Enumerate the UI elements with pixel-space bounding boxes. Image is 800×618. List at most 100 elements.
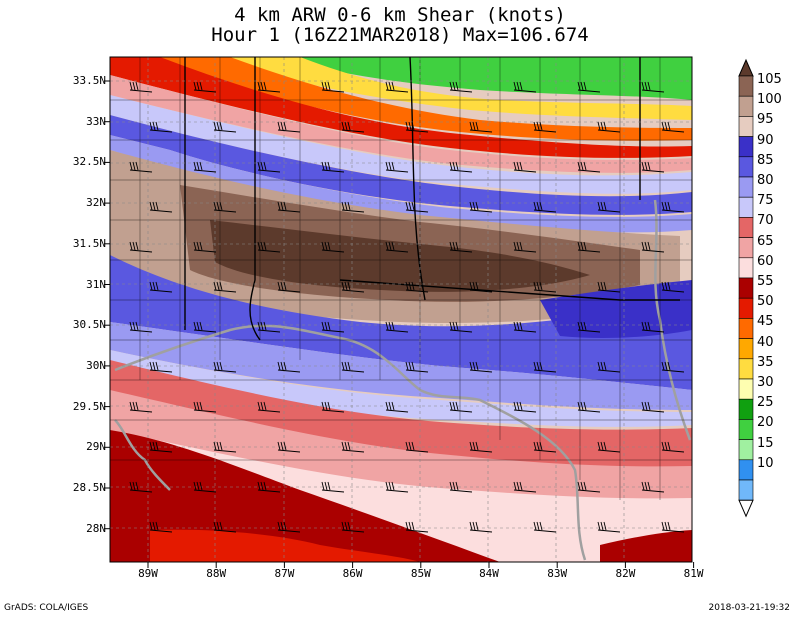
wind-barb [341, 121, 365, 133]
lon-label: 83W [547, 567, 568, 580]
map-title: 4 km ARW 0-6 km Shear (knots) [234, 4, 566, 26]
wind-barb [149, 521, 173, 533]
wind-barb [513, 81, 537, 93]
colorbar-label: 100 [757, 92, 782, 108]
colorbar-label: 50 [757, 294, 774, 310]
colorbar [738, 58, 754, 518]
lat-label: 29.5N [72, 399, 106, 413]
colorbar-label: 25 [757, 395, 774, 411]
wind-barb [149, 281, 173, 293]
colorbar-label: 95 [757, 112, 774, 128]
wind-barb [257, 81, 281, 93]
colorbar-label: 60 [757, 253, 774, 269]
wind-barb [533, 121, 557, 133]
colorbar-label: 20 [757, 415, 774, 431]
wind-barb [641, 81, 665, 93]
lat-label: 28N [86, 521, 106, 535]
wind-barb [449, 321, 473, 333]
wind-barb [661, 201, 685, 213]
wind-barb [597, 281, 621, 293]
colorbar-label: 35 [757, 354, 774, 370]
wind-barbs [129, 81, 685, 533]
wind-barb [257, 161, 281, 173]
wind-barb [385, 81, 409, 93]
colorbar-label: 90 [757, 132, 774, 148]
colorbar-label: 55 [757, 274, 774, 289]
wind-barb [129, 161, 153, 173]
map-subtitle: Hour 1 (16Z21MAR2018) Max=106.674 [211, 24, 589, 46]
wind-barb [577, 241, 601, 253]
wind-barb [661, 361, 685, 373]
lat-label: 33N [86, 114, 106, 128]
wind-barb [213, 441, 237, 453]
wind-barb [513, 241, 537, 253]
wind-barb [449, 401, 473, 413]
wind-barb [341, 361, 365, 373]
colorbar-swatch [738, 338, 754, 360]
band-south-salmon [110, 390, 692, 503]
county-grid [110, 57, 692, 500]
wind-barb [341, 281, 365, 293]
wind-barb [577, 401, 601, 413]
wind-barb [193, 241, 217, 253]
lon-label: 88W [206, 567, 227, 580]
wind-barb [321, 161, 345, 173]
wind-barb [469, 121, 493, 133]
colorbar-swatch [738, 136, 754, 158]
band-south-red [150, 529, 420, 562]
lat-label: 28.5N [72, 481, 106, 494]
band-north-blue [110, 115, 692, 215]
colorbar-swatch [738, 459, 754, 481]
band-se-red [600, 530, 692, 562]
wind-barb [277, 521, 301, 533]
colorbar-swatch [738, 277, 754, 299]
wind-barb [449, 161, 473, 173]
wind-barb [213, 121, 237, 133]
band-south-lightpink [110, 430, 692, 562]
shear-field [110, 57, 692, 562]
colorbar-label: 70 [757, 213, 774, 229]
wind-barb [213, 521, 237, 533]
wind-barb [449, 241, 473, 253]
wind-barb [513, 161, 537, 173]
wind-barb [149, 441, 173, 453]
lon-label: 86W [342, 567, 363, 580]
wind-barb [469, 361, 493, 373]
wind-barb [385, 481, 409, 493]
wind-barb [513, 401, 537, 413]
lat-label: 32.5N [72, 155, 106, 169]
colorbar-swatch [738, 196, 754, 218]
grads-credit: GrADS: COLA/IGES [4, 603, 89, 613]
colorbar-label: 15 [757, 435, 774, 451]
colorbar-swatch [738, 217, 754, 238]
wind-barb [257, 321, 281, 333]
wind-barb [277, 441, 301, 453]
wind-barb [321, 481, 345, 493]
wind-barb [405, 521, 429, 533]
colorbar-swatch [738, 297, 754, 319]
wind-barb [149, 201, 173, 213]
lon-label: 87W [274, 567, 295, 580]
colorbar-label: 65 [757, 233, 774, 249]
colorbar-swatch [738, 156, 754, 178]
wind-barb [129, 321, 153, 333]
colorbar-label: 80 [757, 173, 774, 188]
colorbar-swatch [738, 318, 754, 339]
wind-barb [449, 81, 473, 93]
wind-barb [193, 81, 217, 93]
wind-barb [129, 81, 153, 93]
wind-barb [641, 241, 665, 253]
lat-label: 33.5N [72, 74, 106, 87]
wind-barb [193, 401, 217, 413]
colorbar-swatch [738, 116, 754, 137]
wind-barb [277, 361, 301, 373]
lon-label: 82W [615, 567, 636, 580]
wind-barb [213, 201, 237, 213]
wind-barb [449, 481, 473, 493]
wind-barb [661, 121, 685, 133]
wind-barb [405, 281, 429, 293]
wind-barb [661, 281, 685, 293]
lon-label: 84W [479, 567, 499, 580]
wind-barb [533, 201, 557, 213]
